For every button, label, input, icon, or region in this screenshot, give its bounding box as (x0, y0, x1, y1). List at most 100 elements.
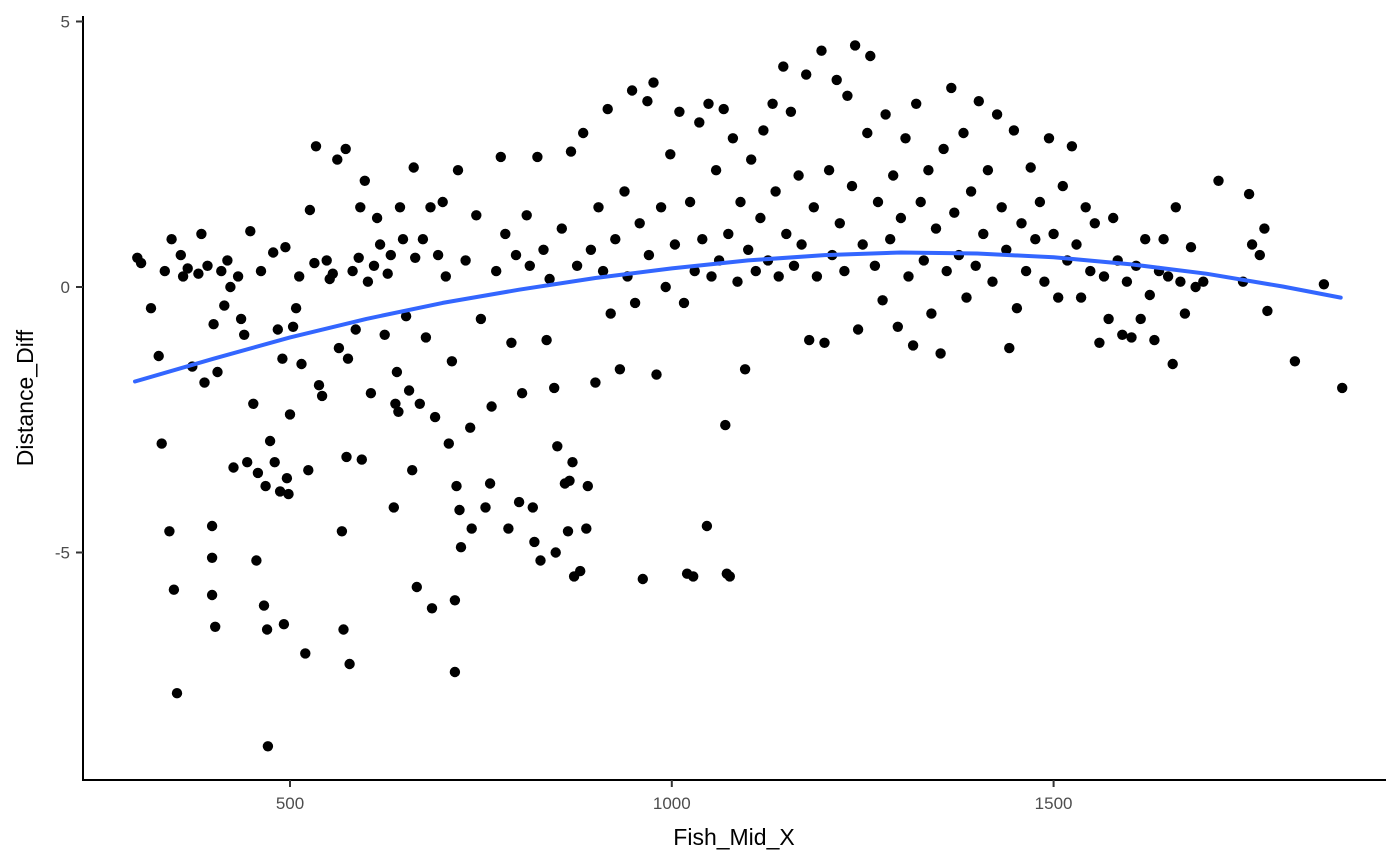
scatter-point (527, 502, 538, 513)
scatter-point (849, 40, 861, 51)
scatter-point (946, 82, 957, 94)
scatter-point (602, 103, 613, 115)
scatter-point (991, 109, 1003, 120)
scatter-point (355, 202, 366, 213)
scatter-point (1179, 308, 1191, 319)
scatter-point (811, 271, 823, 282)
scatter-point (495, 151, 506, 163)
scatter-point (1337, 382, 1348, 394)
scatter-point (819, 337, 830, 348)
scatter-point (1289, 356, 1301, 367)
scatter-point (778, 61, 789, 72)
scatter-point (268, 247, 279, 258)
scatter-point (938, 143, 949, 155)
scatter-point (857, 239, 868, 250)
scatter-point (593, 202, 604, 213)
scatter-point (1246, 239, 1258, 250)
scatter-point (746, 154, 757, 165)
scatter-point (260, 480, 271, 492)
scatter-point (996, 202, 1007, 213)
scatter-point (460, 255, 471, 266)
scatter-point (865, 50, 876, 62)
scatter-point (1004, 342, 1015, 354)
ticks-layer: 500 1000 1500 -5 0 5 (55, 13, 1073, 814)
scatter-point (225, 281, 236, 293)
scatter-point (394, 202, 406, 213)
scatter-point (567, 457, 578, 468)
scatter-point (310, 141, 322, 152)
scatter-point (804, 334, 815, 346)
scatter-point (590, 377, 601, 388)
scatter-point (1094, 337, 1105, 348)
scatter-point (862, 127, 873, 139)
scatter-point (175, 249, 186, 261)
scatter-point (888, 170, 899, 181)
scatter-point (255, 265, 267, 277)
scatter-point (1075, 292, 1087, 303)
scatter-point (575, 565, 586, 577)
scatter-point (400, 311, 412, 322)
scatter-point (1020, 265, 1032, 277)
scatter-point (393, 406, 404, 417)
scatter-point (219, 300, 230, 311)
scatter-point (359, 175, 370, 186)
scatter-point (177, 271, 189, 282)
scatter-point (1126, 332, 1137, 343)
scatter-point (443, 438, 454, 449)
scatter-point (578, 127, 589, 139)
scatter-point (1089, 218, 1101, 229)
scatter-point (371, 212, 383, 224)
scatter-point (316, 390, 328, 402)
scatter-point (281, 473, 293, 484)
scatter-point (506, 337, 517, 348)
scatter-point (750, 265, 761, 277)
scatter-point (365, 388, 377, 399)
scatter-point (1158, 234, 1169, 245)
scatter-point (193, 268, 204, 279)
scatter-point (571, 260, 583, 271)
scatter-point (341, 451, 352, 463)
scatter-point (597, 265, 609, 277)
scatter-point (970, 260, 981, 271)
scatter-point (796, 239, 807, 250)
scatter-point (437, 196, 448, 208)
scatter-point (232, 271, 244, 282)
scatter-point (362, 276, 374, 287)
scatter-point (206, 520, 218, 532)
scatter-point (309, 257, 320, 269)
scatter-point (1053, 292, 1064, 303)
scatter-point (480, 502, 491, 513)
scatter-point (212, 366, 223, 378)
scatter-point (1162, 271, 1174, 282)
scatter-point (336, 526, 348, 537)
scatter-point (918, 255, 929, 266)
scatter-point (665, 149, 676, 160)
scatter-point (869, 260, 881, 271)
scatter-point (987, 276, 998, 287)
scatter-point (706, 271, 717, 282)
scatter-point (958, 127, 969, 139)
scatter-point (510, 249, 522, 261)
scatter-point (269, 457, 280, 468)
scatter-point (166, 234, 177, 245)
scatter-point (1318, 279, 1330, 290)
scatter-point (446, 356, 458, 367)
scatter-point (634, 218, 645, 229)
scatter-point (208, 319, 219, 330)
scatter-point (239, 329, 250, 340)
scatter-point (228, 462, 239, 473)
scatter-point (196, 228, 207, 240)
scatter-point (831, 74, 842, 86)
scatter-point (252, 467, 264, 479)
scatter-point (466, 523, 477, 534)
scatter-point (915, 196, 926, 208)
scatter-point (516, 388, 528, 399)
scatter-point (454, 504, 465, 516)
scatter-point (834, 218, 845, 229)
scatter-point (1144, 289, 1156, 301)
scatter-point (669, 239, 681, 250)
scatter-point (701, 520, 713, 532)
scatter-point (770, 186, 781, 197)
scatter-point (718, 103, 729, 115)
scatter-point (626, 85, 638, 96)
